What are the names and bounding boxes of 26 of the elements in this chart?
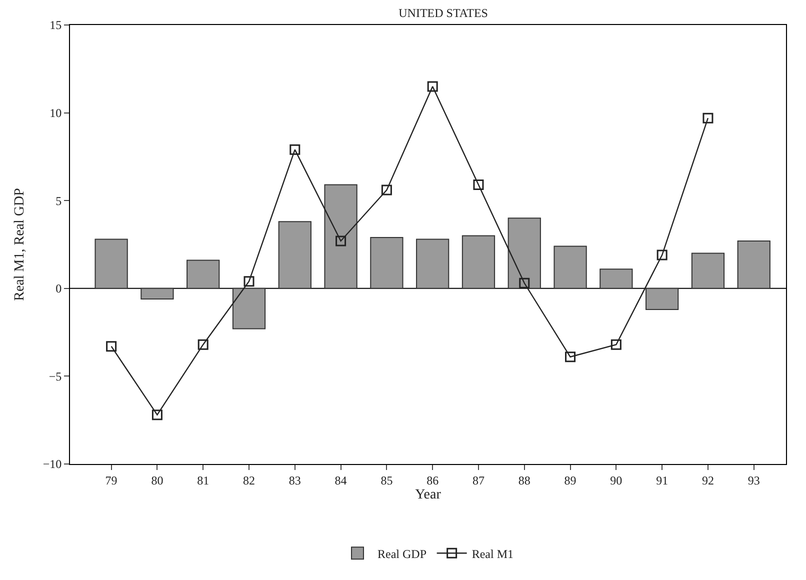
x-axis-title: Year (415, 488, 442, 503)
x-tick-label: 81 (197, 473, 210, 488)
y-tick-label: 15 (50, 18, 62, 32)
x-tick-label: 85 (380, 473, 393, 488)
x-tick-label: 83 (288, 473, 301, 488)
legend-label: Real GDP (378, 546, 427, 561)
y-tick-label: −5 (48, 369, 62, 384)
x-tick-label: 89 (564, 473, 576, 488)
y-axis-title: Real M1, Real GDP (12, 188, 28, 301)
x-tick-label: 84 (334, 473, 347, 488)
x-tick-label: 93 (748, 473, 760, 488)
y-tick-label: 0 (56, 282, 62, 296)
x-tick-label: 92 (702, 473, 714, 488)
x-tick-label: 86 (426, 473, 439, 488)
y-tick-label: 5 (56, 194, 62, 208)
x-tick-label: 79 (105, 473, 118, 488)
x-tick-label: 90 (610, 473, 622, 488)
x-tick-label: 88 (518, 473, 530, 488)
y-tick-label: 10 (50, 106, 62, 120)
x-tick-label: 91 (656, 473, 668, 488)
x-tick-label: 87 (472, 473, 484, 488)
chart-title: UNITED STATES (398, 6, 488, 20)
legend-label: Real M1 (472, 546, 514, 561)
y-tick-label: −10 (42, 457, 62, 472)
x-tick-label: 82 (243, 473, 255, 488)
x-tick-label: 80 (151, 473, 164, 488)
